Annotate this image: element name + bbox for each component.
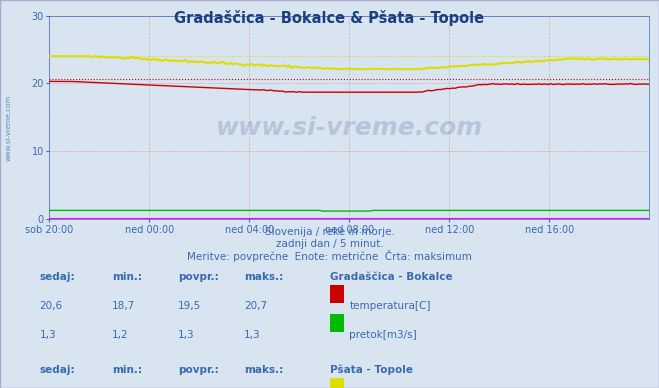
Text: Slovenija / reke in morje.: Slovenija / reke in morje.: [264, 227, 395, 237]
Text: 20,7: 20,7: [244, 301, 267, 311]
Text: zadnji dan / 5 minut.: zadnji dan / 5 minut.: [275, 239, 384, 249]
Text: 18,7: 18,7: [112, 301, 135, 311]
Text: sedaj:: sedaj:: [40, 365, 75, 375]
Text: 1,3: 1,3: [40, 330, 56, 340]
Text: maks.:: maks.:: [244, 365, 283, 375]
Text: Gradaščica - Bokalce & Pšata - Topole: Gradaščica - Bokalce & Pšata - Topole: [175, 10, 484, 26]
Text: Meritve: povprečne  Enote: metrične  Črta: maksimum: Meritve: povprečne Enote: metrične Črta:…: [187, 250, 472, 262]
Text: povpr.:: povpr.:: [178, 272, 219, 282]
Text: Pšata - Topole: Pšata - Topole: [330, 365, 413, 375]
Text: www.si-vreme.com: www.si-vreme.com: [5, 95, 12, 161]
Text: min.:: min.:: [112, 272, 142, 282]
Text: sedaj:: sedaj:: [40, 272, 75, 282]
Text: 1,3: 1,3: [178, 330, 194, 340]
Text: pretok[m3/s]: pretok[m3/s]: [349, 330, 417, 340]
Text: 1,3: 1,3: [244, 330, 260, 340]
Text: temperatura[C]: temperatura[C]: [349, 301, 431, 311]
Text: 20,6: 20,6: [40, 301, 63, 311]
Text: povpr.:: povpr.:: [178, 365, 219, 375]
Text: min.:: min.:: [112, 365, 142, 375]
Text: www.si-vreme.com: www.si-vreme.com: [215, 116, 483, 140]
Text: Gradaščica - Bokalce: Gradaščica - Bokalce: [330, 272, 452, 282]
Text: maks.:: maks.:: [244, 272, 283, 282]
Text: 1,2: 1,2: [112, 330, 129, 340]
Text: 19,5: 19,5: [178, 301, 201, 311]
